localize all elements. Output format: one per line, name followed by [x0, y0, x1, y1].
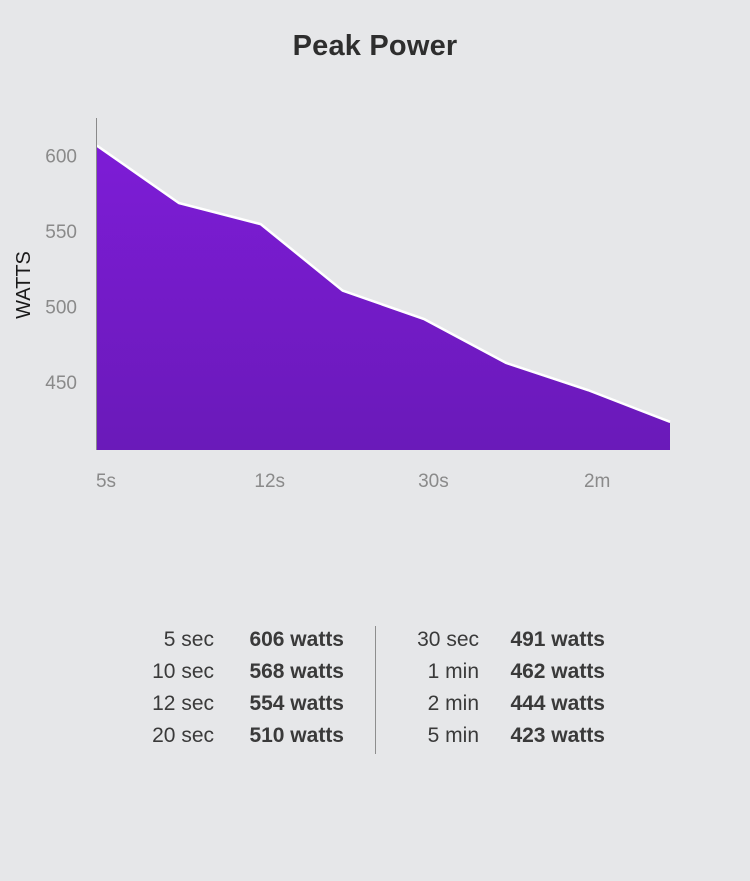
y-tick-label: 550 — [45, 222, 77, 243]
summary-row: 2 min 444 watts — [390, 688, 605, 720]
summary-row: 20 sec 510 watts — [100, 720, 344, 752]
x-tick-label: 5s — [96, 471, 116, 492]
watts-value: 423 watts — [510, 724, 605, 747]
duration-label: 12 sec — [152, 692, 214, 715]
summary-row: 1 min 462 watts — [390, 656, 605, 688]
summary-row: 5 sec 606 watts — [100, 624, 344, 656]
watts-value: 491 watts — [510, 628, 605, 651]
peak-power-summary: 5 sec 606 watts 10 sec 568 watts 12 sec 554… — [0, 624, 750, 756]
x-tick-label: 30s — [418, 471, 449, 492]
watts-value: 462 watts — [510, 660, 605, 683]
duration-label: 1 min — [427, 660, 479, 683]
duration-label: 30 sec — [417, 628, 479, 651]
summary-row: 12 sec 554 watts — [100, 688, 344, 720]
watts-value: 568 watts — [249, 660, 344, 683]
watts-value: 444 watts — [510, 692, 605, 715]
duration-label: 2 min — [427, 692, 479, 715]
summary-divider — [375, 626, 376, 754]
summary-row: 5 min 423 watts — [390, 720, 605, 752]
series-area — [97, 146, 670, 450]
y-axis-label: WATTS — [13, 251, 35, 319]
summary-row: 30 sec 491 watts — [390, 624, 605, 656]
x-tick-label: 2m — [584, 471, 610, 492]
summary-row: 10 sec 568 watts — [100, 656, 344, 688]
watts-value: 554 watts — [249, 692, 344, 715]
duration-label: 5 min — [427, 724, 479, 747]
watts-value: 510 watts — [249, 724, 344, 747]
page-title: Peak Power — [292, 30, 458, 62]
y-tick-label: 450 — [45, 373, 77, 394]
duration-label: 5 sec — [163, 628, 214, 651]
summary-column-left: 5 sec 606 watts 10 sec 568 watts 12 sec 554… — [100, 624, 344, 752]
x-tick-label: 12s — [254, 471, 285, 492]
series-line — [96, 144, 671, 424]
duration-label: 10 sec — [152, 660, 214, 683]
summary-column-right: 30 sec 491 watts 1 min 462 watts 2 min 444 … — [390, 624, 605, 752]
peak-power-chart: 600 550 500 450 WATTS 5s 12s 30s 2m — [13, 118, 671, 492]
duration-label: 20 sec — [152, 724, 214, 747]
y-tick-label: 500 — [45, 298, 77, 319]
y-tick-label: 600 — [45, 147, 77, 168]
watts-value: 606 watts — [249, 628, 344, 651]
